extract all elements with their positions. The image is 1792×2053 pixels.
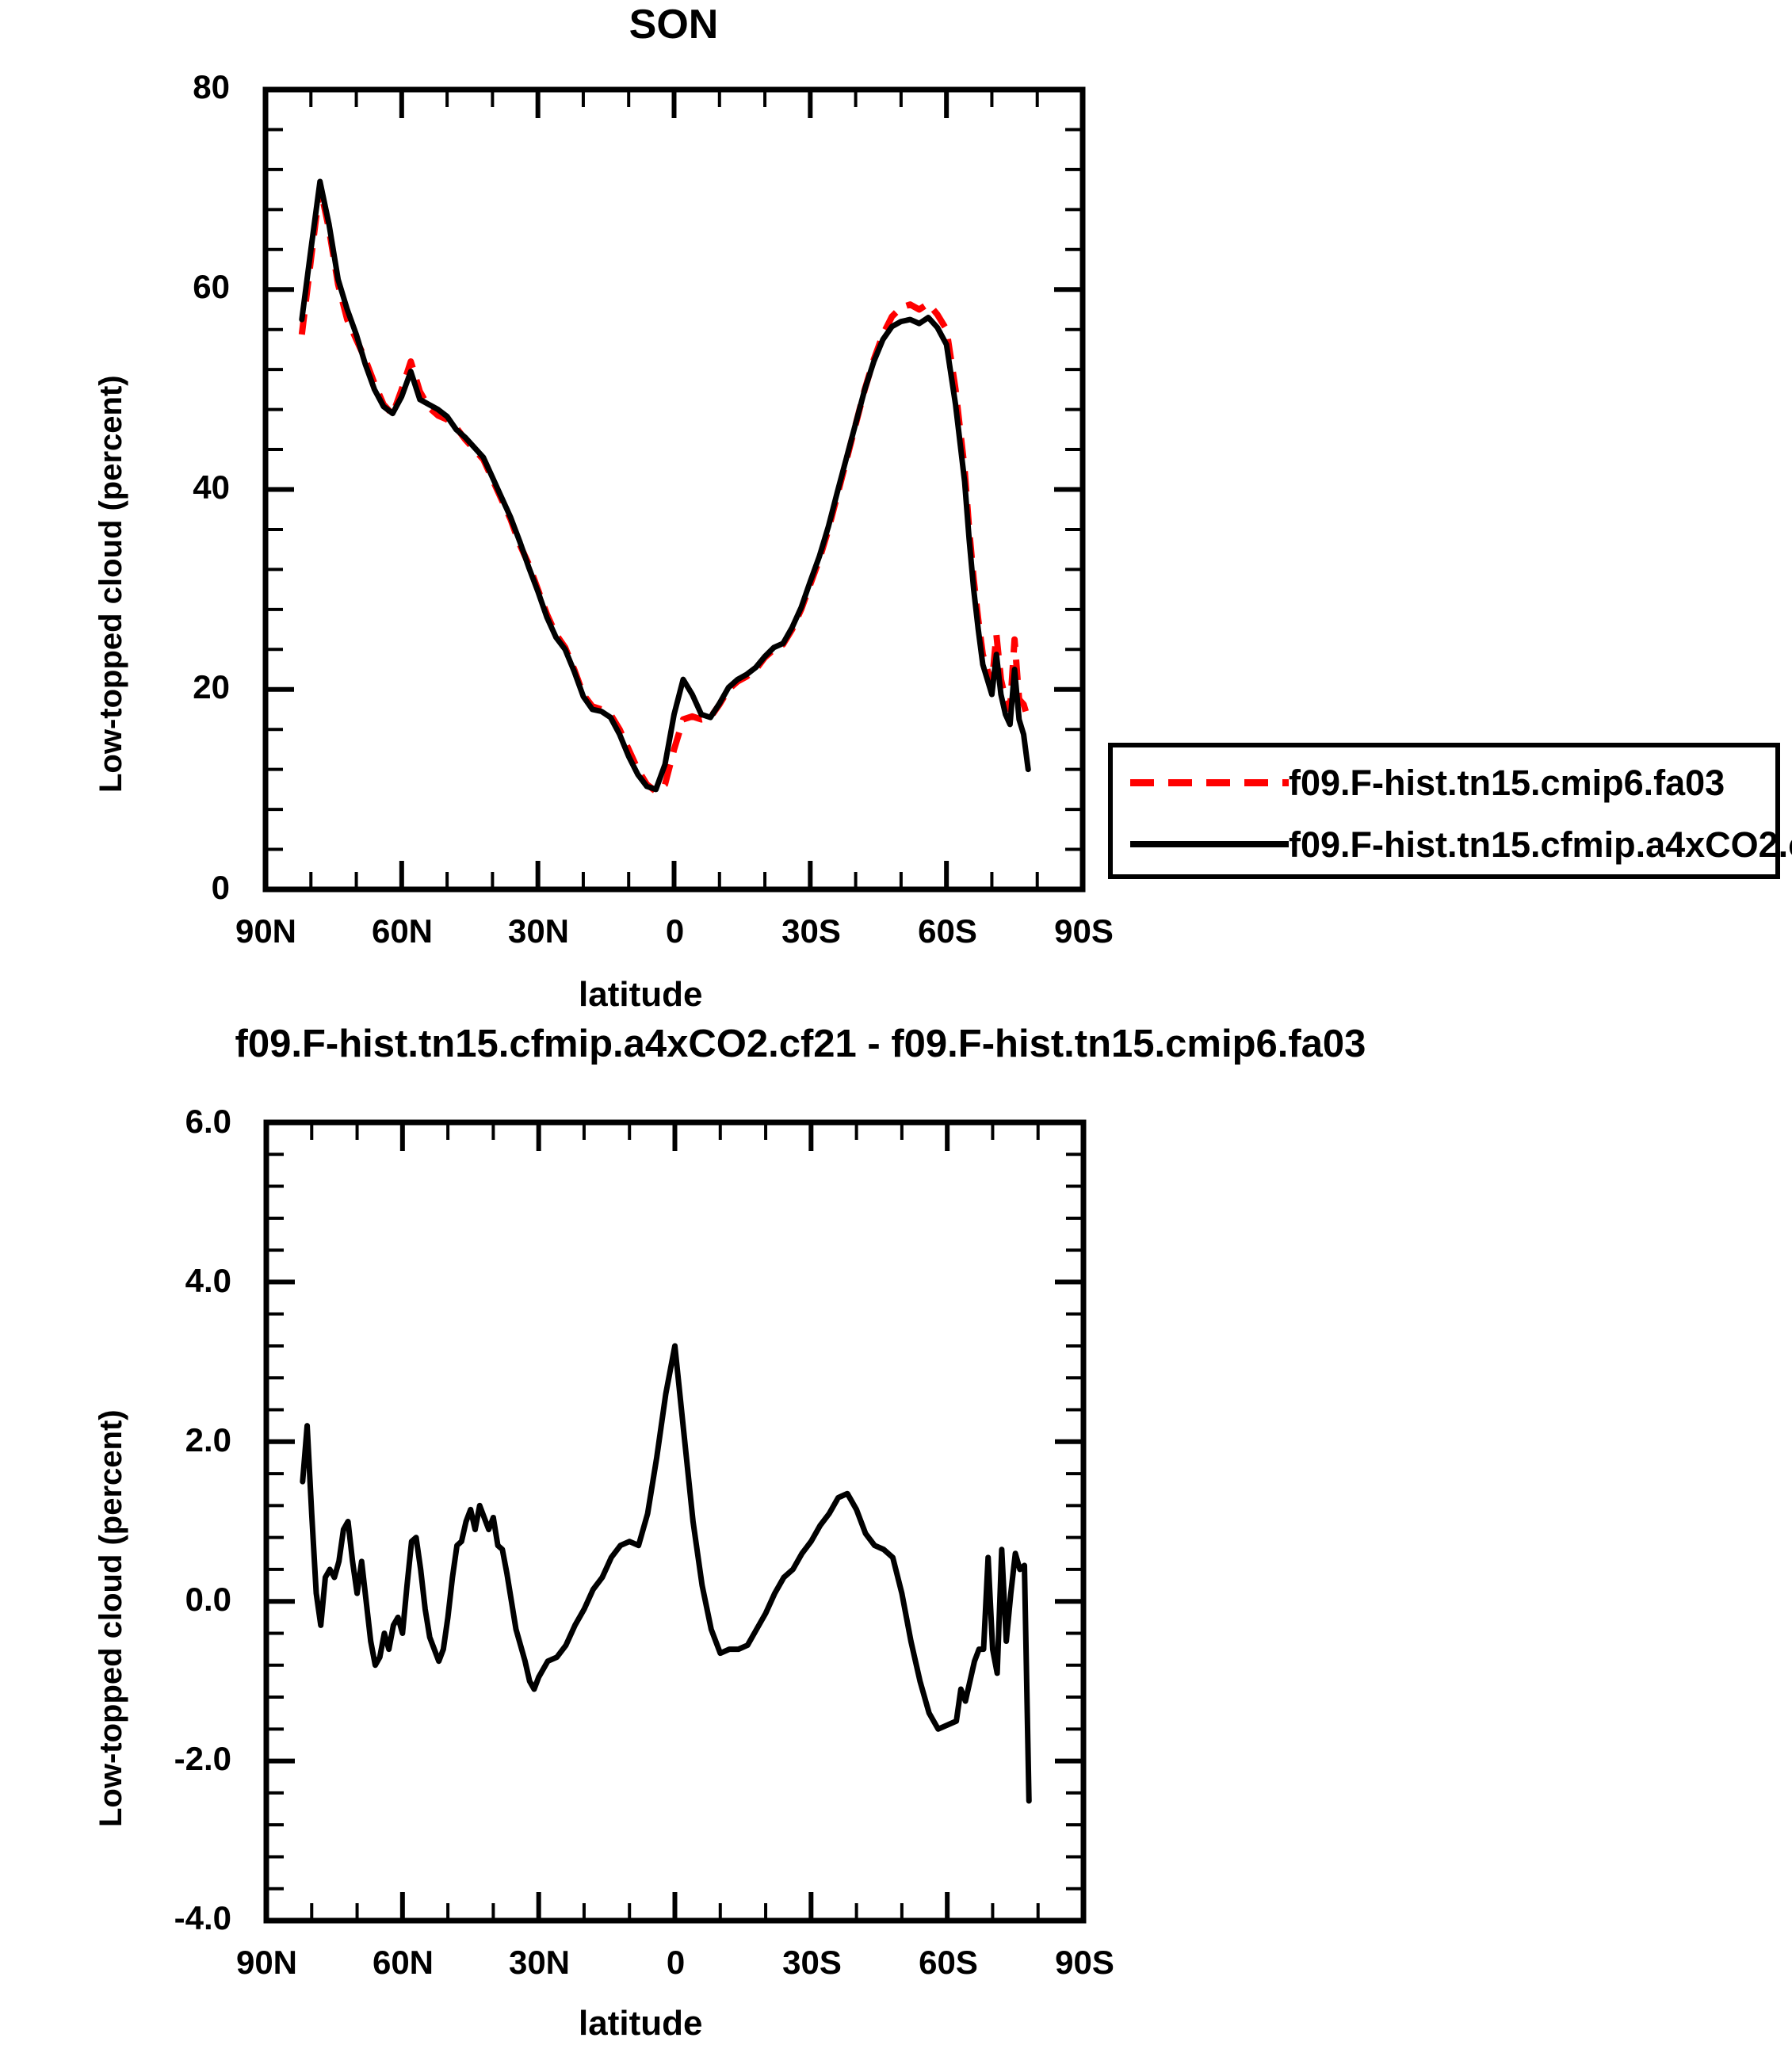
- legend: f09.F-hist.tn15.cmip6.fa03 f09.F-hist.tn…: [1108, 743, 1780, 879]
- series-line-a4xco2-cf21: [302, 182, 1028, 789]
- legend-label-0: f09.F-hist.tn15.cmip6.fa03: [1289, 757, 1725, 809]
- bottom-panel-xlabel: latitude: [579, 2004, 702, 2043]
- top-xtick-90S: 90S: [1018, 912, 1149, 950]
- top-panel-ticks: [266, 90, 1083, 889]
- bottom-ytick-4: 4.0: [95, 1262, 231, 1300]
- top-ytick-80: 80: [119, 68, 230, 106]
- bottom-panel-title: f09.F-hist.tn15.cfmip.a4xCO2.cf21 - f09.…: [0, 1021, 1601, 1067]
- series-line-difference: [303, 1346, 1029, 1801]
- bottom-xtick-90S: 90S: [1019, 1944, 1150, 1982]
- bottom-ytick-2: 2.0: [95, 1421, 231, 1459]
- top-ytick-20: 20: [119, 668, 230, 706]
- bottom-xtick-0: 0: [610, 1944, 741, 1982]
- legend-label-1: f09.F-hist.tn15.cfmip.a4xCO2.cf21: [1289, 819, 1792, 871]
- bottom-ytick-0: 0.0: [95, 1581, 231, 1619]
- top-xtick-30N: 30N: [473, 912, 604, 950]
- bottom-xtick-90N: 90N: [201, 1944, 332, 1982]
- top-panel-frame: [266, 90, 1083, 889]
- bottom-panel-plot: [266, 1122, 1083, 1921]
- top-xtick-60S: 60S: [882, 912, 1013, 950]
- top-xtick-30S: 30S: [746, 912, 877, 950]
- bottom-xtick-30N: 30N: [474, 1944, 605, 1982]
- series-line-cmip6-fa03: [302, 186, 1028, 791]
- legend-entry-0[interactable]: f09.F-hist.tn15.cmip6.fa03: [1113, 757, 1775, 809]
- bottom-panel-ticks: [266, 1122, 1083, 1921]
- top-panel-plot: [266, 90, 1083, 889]
- bottom-xtick-30S: 30S: [747, 1944, 877, 1982]
- bottom-xtick-60N: 60N: [338, 1944, 468, 1982]
- top-xtick-60N: 60N: [337, 912, 468, 950]
- bottom-ytick-6: 6.0: [95, 1103, 231, 1141]
- top-ytick-60: 60: [119, 268, 230, 306]
- top-panel-ylabel: Low-topped cloud (percent): [94, 375, 129, 793]
- top-ytick-0: 0: [119, 869, 230, 907]
- top-xtick-90N: 90N: [201, 912, 331, 950]
- bottom-ytick--4: -4.0: [95, 1899, 231, 1937]
- legend-swatch-dashed-red: [1130, 779, 1289, 786]
- bottom-panel-frame: [266, 1122, 1083, 1921]
- bottom-ytick--2: -2.0: [95, 1740, 231, 1778]
- bottom-xtick-60S: 60S: [883, 1944, 1014, 1982]
- top-ytick-40: 40: [119, 468, 230, 507]
- legend-entry-1[interactable]: f09.F-hist.tn15.cfmip.a4xCO2.cf21: [1113, 819, 1775, 871]
- top-panel-title: SON: [0, 0, 1347, 49]
- top-xtick-0: 0: [609, 912, 740, 950]
- top-panel-xlabel: latitude: [579, 975, 702, 1015]
- legend-swatch-solid-black: [1130, 841, 1289, 847]
